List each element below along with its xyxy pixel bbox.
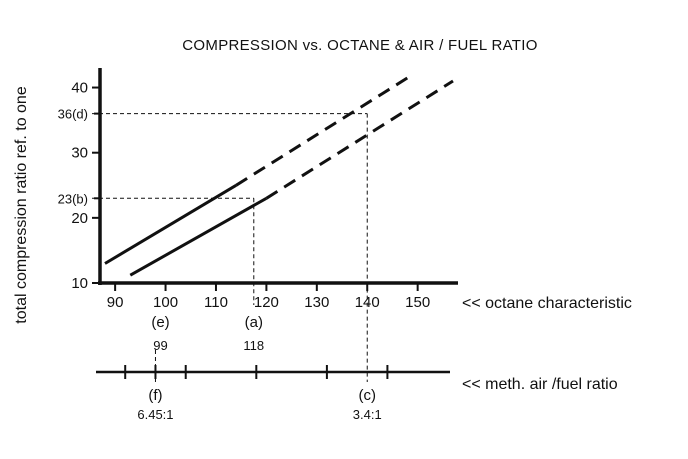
x-tick-label: 120 [254,294,279,311]
series-dashed-line [235,76,409,187]
x-marker-number: 99 [153,338,167,353]
x-axis-title: << octane characteristic [462,295,632,312]
air-fuel-marker-letter: (c) [358,387,376,404]
series-solid-line [129,196,268,277]
x-tick-label: 140 [355,294,380,311]
x-tick-label: 90 [107,294,124,311]
marker-labels: 36(d) 23(b) (e) 99 (a) 118 (f) 6.45:1 (c) 3.4:1 [58,107,382,422]
x-tick-label: 110 [204,294,228,311]
x-tick-label: 130 [304,294,329,311]
y-marker-label: 36(d) [58,107,88,122]
y-tick-label: 20 [71,210,88,227]
y-axis-title: total compression ratio ref. to one [13,86,30,324]
air-fuel-marker-letter: (f) [148,387,162,404]
y-tick-label: 30 [71,145,88,162]
air-fuel-marker-number: 3.4:1 [353,407,382,422]
series-lines [104,76,454,277]
y-tick-label: 10 [71,275,88,292]
x-marker-letter: (a) [245,314,263,331]
ticks: 10 20 30 40 90 100 110 120 130 140 150 [71,80,430,379]
y-marker-label: 23(b) [58,191,88,206]
x-marker-number: 118 [243,338,264,353]
x-marker-letter: (e) [151,314,169,331]
chart-title: COMPRESSION vs. OCTANE & AIR / FUEL RATI… [182,37,537,54]
x-tick-label: 100 [153,294,178,311]
series-solid-line [104,184,237,265]
air-fuel-axis-title: << meth. air /fuel ratio [462,376,618,393]
air-fuel-marker-number: 6.45:1 [137,407,173,422]
series-dashed-line [265,79,454,200]
x-tick-label: 150 [405,294,430,311]
y-tick-label: 40 [71,80,88,97]
